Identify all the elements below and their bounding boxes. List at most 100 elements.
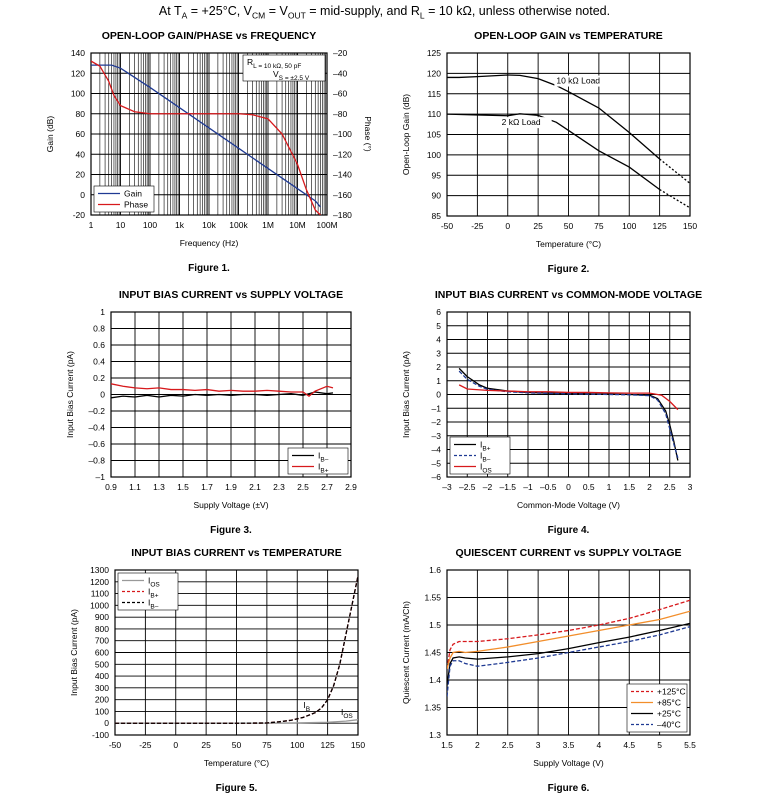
y-tick-label: 0.4	[93, 357, 105, 367]
y-tick-label: -20	[73, 210, 86, 220]
y-tick-label: 400	[95, 671, 109, 681]
plot-frame	[110, 311, 352, 478]
x-tick-label: 75	[262, 740, 272, 750]
x-tick-label: –2.5	[459, 482, 476, 492]
plot-frame	[446, 311, 691, 478]
series-line-125-c	[447, 599, 690, 670]
legend-label: IB–	[318, 451, 329, 464]
page-title: At TA = +25°C, VCM = VOUT = mid-supply, …	[0, 4, 769, 21]
y-axis-label: Input Bias Current (pA)	[401, 351, 411, 438]
x-tick-label: 0.9	[105, 482, 117, 492]
y2-axis-label: Phase (°)	[363, 116, 373, 152]
x-tick-label: 100k	[229, 220, 248, 230]
y-tick-label: –0.6	[88, 439, 105, 449]
y-tick-label: 60	[76, 129, 86, 139]
x-tick-label: 1	[89, 220, 94, 230]
y-tick-label: 95	[432, 170, 442, 180]
title-text: = 10 kΩ, unless otherwise noted.	[424, 4, 611, 18]
x-tick-label: 100	[622, 221, 636, 231]
series-line-phase	[91, 60, 321, 215]
y-tick-label: 1300	[90, 565, 109, 575]
x-tick-label: 25	[201, 740, 211, 750]
y-tick-label: 1.3	[429, 730, 441, 740]
figure-label: Figure 5.	[216, 783, 258, 794]
series-line-gain	[91, 64, 321, 208]
x-tick-label: 2.1	[249, 482, 261, 492]
x-tick-label: -25	[471, 221, 484, 231]
series-line-i-os	[458, 384, 679, 411]
y-tick-label: 200	[95, 695, 109, 705]
y-axis-label: Input Bias Current (pA)	[65, 351, 75, 438]
title-subscript: CM	[252, 10, 266, 21]
x-tick-label: 10M	[289, 220, 306, 230]
legend-label: IB+	[480, 440, 491, 453]
figure-label: Figure 6.	[548, 783, 590, 794]
series-line-10-k-load-extrapolated	[659, 158, 690, 184]
x-tick-label: 2	[475, 740, 480, 750]
y-tick-label: 120	[427, 68, 441, 78]
x-tick-label: 3	[688, 482, 693, 492]
y-tick-label: –1	[96, 472, 106, 482]
legend-label: IOS	[480, 462, 492, 475]
y2-tick-label: –140	[333, 170, 352, 180]
y-tick-label: 1.4	[429, 675, 441, 685]
y-tick-label: -100	[92, 730, 109, 740]
x-tick-label: -50	[109, 740, 122, 750]
chart-bias-current-supply-voltage: INPUT BIAS CURRENT vs SUPPLY VOLTAGE 0.9 1…	[65, 289, 357, 536]
y2-tick-label: –180	[333, 210, 352, 220]
x-tick-label: 5	[657, 740, 662, 750]
y-tick-label: 1200	[90, 577, 109, 587]
y-tick-label: 120	[71, 68, 85, 78]
x-tick-label: 1.3	[153, 482, 165, 492]
y-tick-label: –1	[432, 403, 442, 413]
chart-title: QUIESCENT CURRENT vs SUPPLY VOLTAGE	[456, 547, 682, 559]
x-tick-label: 2.9	[345, 482, 357, 492]
y-tick-label: 6	[436, 307, 441, 317]
y-tick-label: 1000	[90, 600, 109, 610]
y2-tick-label: –80	[333, 109, 347, 119]
y-tick-label: 100	[427, 150, 441, 160]
x-tick-label: 125	[321, 740, 335, 750]
y-tick-label: 300	[95, 683, 109, 693]
legend-label: IB–	[480, 451, 491, 464]
x-tick-label: –0.5	[540, 482, 557, 492]
x-tick-label: –3	[442, 482, 452, 492]
x-tick-label: 100	[290, 740, 304, 750]
y-tick-label: 115	[427, 89, 441, 99]
x-tick-label: 2.5	[664, 482, 676, 492]
legend-box	[287, 447, 349, 475]
series-line-2-k-load-extrapolated	[659, 188, 690, 209]
series-line-25-c	[447, 622, 690, 686]
y2-tick-label: –160	[333, 190, 352, 200]
y-tick-label: 3	[436, 348, 441, 358]
plot-frame	[446, 569, 691, 736]
series-line-i-b	[111, 391, 334, 399]
x-tick-label: 25	[533, 221, 543, 231]
x-tick-label: –1.5	[499, 482, 516, 492]
series-label-bg	[499, 117, 552, 129]
y-tick-label: 700	[95, 636, 109, 646]
series-label-bg	[554, 75, 607, 87]
chart-bias-current-common-mode: INPUT BIAS CURRENT vs COMMON-MODE VOLTAG…	[401, 289, 702, 536]
conditions-line: VS = ±2.5 V	[273, 69, 310, 82]
x-tick-label: 1.7	[201, 482, 213, 492]
y-tick-label: 80	[76, 109, 86, 119]
legend-label: IB–	[148, 598, 159, 611]
y-tick-label: –3	[432, 431, 442, 441]
y-tick-label: –4	[432, 445, 442, 455]
title-text: = V	[265, 4, 288, 18]
chart-bias-current-temperature: INPUT BIAS CURRENT vs TEMPERATURE -50 -25 0…	[69, 547, 365, 794]
y-tick-label: 1.5	[429, 620, 441, 630]
x-tick-label: 1.9	[225, 482, 237, 492]
x-tick-label: 50	[564, 221, 574, 231]
y-tick-label: 600	[95, 648, 109, 658]
x-tick-label: 100M	[316, 220, 337, 230]
x-tick-label: -25	[139, 740, 152, 750]
chart-quiescent-current: QUIESCENT CURRENT vs SUPPLY VOLTAGE 1.5 2 2…	[401, 547, 696, 794]
x-axis-label: Supply Voltage (V)	[533, 758, 604, 768]
y-tick-label: –5	[432, 458, 442, 468]
y-tick-label: 500	[95, 659, 109, 669]
y-tick-label: 125	[427, 48, 441, 58]
y-tick-label: –0.2	[88, 406, 105, 416]
title-subscript: OUT	[287, 10, 306, 21]
